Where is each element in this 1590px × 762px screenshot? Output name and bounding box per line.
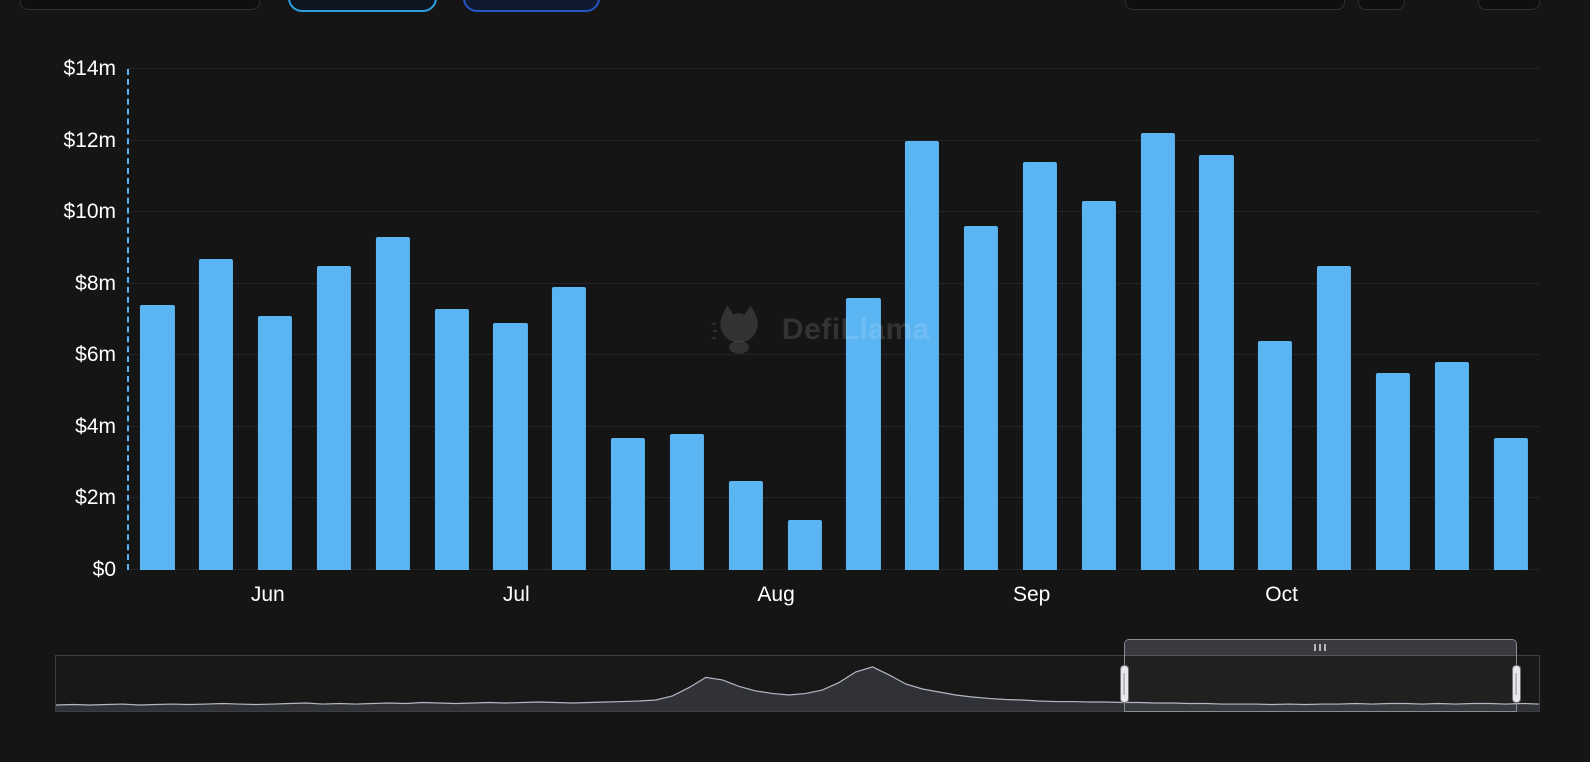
toolbar-button-2[interactable]: [1478, 0, 1540, 10]
y-tick-label: $12m: [63, 128, 116, 152]
bar-9[interactable]: [669, 434, 704, 570]
y-tick-label: $8m: [75, 271, 116, 295]
bar-0[interactable]: [140, 305, 175, 570]
x-tick-label-Aug: Aug: [757, 583, 795, 606]
filter-pill-button-1[interactable]: [288, 0, 437, 12]
zoom-window[interactable]: [1119, 639, 1521, 712]
toolbar-button-1[interactable]: [1358, 0, 1405, 10]
bar-5[interactable]: [434, 308, 469, 570]
bar-15[interactable]: [1022, 162, 1057, 570]
y-axis: $0 $2m $4m $6m $8m $10m $12m $14m: [40, 57, 116, 581]
search-input[interactable]: [20, 0, 260, 10]
gridline: [128, 282, 1540, 284]
bar-23[interactable]: [1493, 437, 1528, 570]
zoom-handle-right[interactable]: [1511, 665, 1521, 703]
bars-layer: [128, 69, 1540, 570]
bar-13[interactable]: [905, 140, 940, 570]
overview-area-fill: [56, 666, 1539, 711]
y-tick-label: $4m: [75, 414, 116, 438]
x-tick-label-Oct: Oct: [1265, 583, 1298, 606]
bar-20[interactable]: [1317, 265, 1352, 570]
gridline: [128, 211, 1540, 213]
grid-layer: [128, 68, 1540, 570]
zoom-move-handle[interactable]: [1124, 640, 1516, 656]
y-tick-label: $14m: [63, 57, 116, 80]
zoom-slider[interactable]: [55, 639, 1540, 712]
bar-2[interactable]: [258, 315, 293, 570]
gridline: [128, 68, 1540, 69]
filter-pill-button-2[interactable]: [463, 0, 600, 12]
bar-12[interactable]: [846, 298, 881, 570]
gridline: [128, 139, 1540, 141]
bar-4[interactable]: [375, 237, 410, 570]
x-tick-label-Jul: Jul: [502, 583, 530, 606]
bar-6[interactable]: [493, 323, 528, 570]
gridline: [128, 569, 1540, 570]
overview-area-chart: [56, 656, 1539, 711]
bar-14[interactable]: [964, 226, 999, 570]
overview-area-line: [56, 667, 1539, 705]
date-range-input[interactable]: [1125, 0, 1345, 10]
x-tick-label-Jun: Jun: [250, 583, 285, 606]
bar-11[interactable]: [787, 519, 822, 570]
bar-22[interactable]: [1434, 362, 1469, 570]
y-tick-label: $2m: [75, 486, 116, 510]
y-tick-label: $10m: [63, 200, 116, 224]
bar-7[interactable]: [552, 287, 587, 570]
gridline: [128, 354, 1540, 356]
bar-10[interactable]: [728, 480, 763, 570]
gridline: [128, 497, 1540, 499]
bar-19[interactable]: [1258, 340, 1293, 570]
bar-16[interactable]: [1081, 201, 1116, 570]
x-axis: Jun Jul Aug Sep Oct: [128, 570, 1540, 614]
gridline: [128, 425, 1540, 427]
bar-21[interactable]: [1375, 373, 1410, 570]
bar-17[interactable]: [1140, 133, 1175, 570]
grip-icon: [1314, 644, 1327, 651]
bar-18[interactable]: [1199, 154, 1234, 570]
zoom-handle-left[interactable]: [1119, 665, 1129, 703]
y-tick-label: $0: [92, 558, 116, 581]
x-tick-label-Sep: Sep: [1012, 583, 1051, 606]
bar-1[interactable]: [199, 258, 234, 570]
bar-8[interactable]: [611, 437, 646, 570]
y-tick-label: $6m: [75, 343, 116, 367]
bar-3[interactable]: [316, 265, 351, 570]
axis-pointer-dashed-line: [127, 69, 129, 570]
